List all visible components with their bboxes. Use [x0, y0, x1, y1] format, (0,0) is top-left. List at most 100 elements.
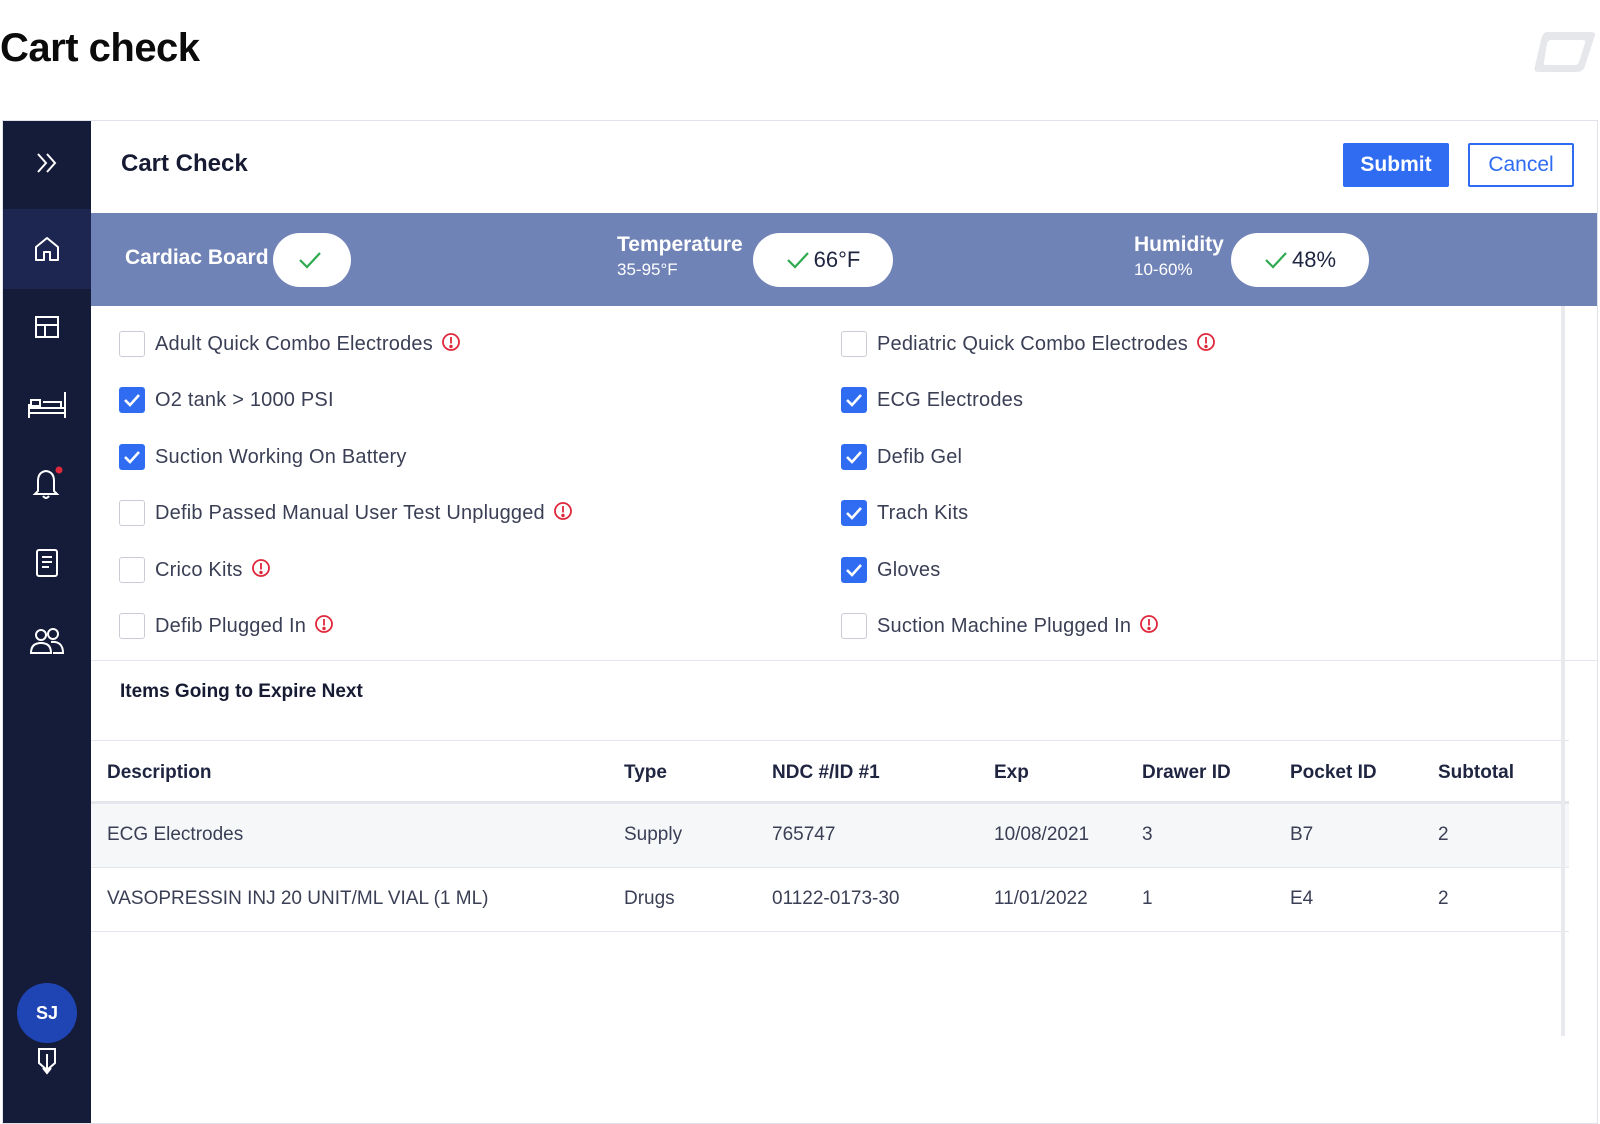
- sidebar-item-beds[interactable]: [3, 365, 91, 445]
- checklist-item[interactable]: Suction Working On Battery: [119, 442, 407, 472]
- checkbox[interactable]: [841, 444, 867, 470]
- table-cell: VASOPRESSIN INJ 20 UNIT/ML VIAL (1 ML): [107, 888, 489, 909]
- table-cell: Supply: [624, 824, 683, 845]
- expiring-items-title: Items Going to Expire Next: [120, 681, 363, 702]
- checklist-item[interactable]: Adult Quick Combo Electrodes: [119, 329, 461, 359]
- checkmark-icon: [846, 451, 862, 464]
- table-cell: 2: [1438, 888, 1449, 909]
- warning-icon: [1139, 614, 1159, 639]
- table-cell: ECG Electrodes: [107, 824, 244, 845]
- status-bar: Cardiac Board Temperature 35-95°F 66°F H…: [91, 213, 1597, 306]
- checkbox[interactable]: [119, 557, 145, 583]
- sidebar: SJ: [3, 121, 91, 1123]
- column-header[interactable]: Pocket ID: [1290, 762, 1377, 783]
- home-icon: [35, 237, 59, 261]
- bell-icon: [32, 466, 63, 499]
- checkbox[interactable]: [841, 387, 867, 413]
- page-title: Cart Check: [121, 150, 248, 177]
- checkbox[interactable]: [841, 331, 867, 357]
- scrollbar[interactable]: [1561, 306, 1565, 1036]
- sidebar-item-home[interactable]: [3, 209, 91, 289]
- checkbox[interactable]: [119, 444, 145, 470]
- checklist-item-label: Pediatric Quick Combo Electrodes: [877, 332, 1188, 355]
- checkbox[interactable]: [119, 500, 145, 526]
- sidebar-item-users[interactable]: [3, 601, 91, 681]
- column-header[interactable]: Exp: [994, 762, 1029, 783]
- humidity-status: 48%: [1231, 233, 1369, 287]
- checkbox[interactable]: [841, 557, 867, 583]
- checklist-item[interactable]: Pediatric Quick Combo Electrodes: [841, 329, 1216, 359]
- checklist-item-label: Defib Passed Manual User Test Unplugged: [155, 501, 545, 524]
- temperature-status: 66°F: [753, 233, 893, 287]
- table-cell: 1: [1142, 888, 1153, 909]
- app-window: SJ Cart Check Submit Cancel Cardiac Boar…: [2, 120, 1598, 1124]
- humidity-range: 10-60%: [1134, 260, 1193, 279]
- checkmark-icon: [846, 564, 862, 577]
- warning-icon: [1196, 332, 1216, 357]
- temperature-range: 35-95°F: [617, 260, 678, 279]
- table-cell: 01122-0173-30: [772, 888, 900, 909]
- column-header[interactable]: Drawer ID: [1142, 762, 1231, 783]
- checkmark-icon: [124, 451, 140, 464]
- table-cell: 2: [1438, 824, 1449, 845]
- checklist-item-label: Gloves: [877, 558, 941, 581]
- cardiac-board-status: [273, 233, 351, 287]
- checklist-item-label: Crico Kits: [155, 558, 243, 581]
- checkmark-icon: [124, 394, 140, 407]
- checklist-item[interactable]: Defib Passed Manual User Test Unplugged: [119, 498, 573, 528]
- checklist-item-label: ECG Electrodes: [877, 388, 1024, 411]
- checkbox[interactable]: [841, 500, 867, 526]
- bed-icon: [28, 392, 66, 418]
- checklist-item[interactable]: Suction Machine Plugged In: [841, 611, 1159, 641]
- checkbox[interactable]: [119, 613, 145, 639]
- checklist-item-label: Trach Kits: [877, 501, 969, 524]
- checklist-item[interactable]: Crico Kits: [119, 555, 271, 585]
- column-header[interactable]: NDC #/ID #1: [772, 762, 880, 783]
- sidebar-item-reports[interactable]: [3, 523, 91, 603]
- header-bar: Cart Check Submit Cancel: [91, 121, 1597, 213]
- warning-icon: [441, 332, 461, 357]
- table-cell: 10/08/2021: [994, 824, 1090, 845]
- checkbox[interactable]: [841, 613, 867, 639]
- warning-icon: [314, 614, 334, 639]
- logout-button[interactable]: [3, 1021, 91, 1101]
- table-row[interactable]: ECG Electrodes Supply 765747 10/08/2021 3 B7 2: [91, 804, 1569, 868]
- column-header[interactable]: Subtotal: [1438, 762, 1514, 783]
- checklist-item-label: Suction Working On Battery: [155, 445, 407, 468]
- submit-button[interactable]: Submit: [1343, 143, 1449, 187]
- checklist-item-label: Defib Plugged In: [155, 614, 307, 637]
- checkbox[interactable]: [119, 387, 145, 413]
- cancel-button[interactable]: Cancel: [1468, 143, 1574, 187]
- temperature-value: 66°F: [813, 247, 861, 272]
- checkmark-icon: [846, 394, 862, 407]
- page-heading: Cart check: [0, 26, 200, 70]
- main-content: Cart Check Submit Cancel Cardiac Board T…: [91, 121, 1597, 1123]
- column-header[interactable]: Description: [107, 762, 212, 783]
- checklist-item[interactable]: Gloves: [841, 555, 940, 585]
- document-icon: [36, 549, 58, 577]
- expand-sidebar-button[interactable]: [3, 123, 91, 203]
- humidity-value: 48%: [1291, 247, 1337, 272]
- check-icon: [1265, 252, 1287, 269]
- checklist-item-label: Defib Gel: [877, 445, 963, 468]
- check-icon: [299, 252, 321, 269]
- avatar[interactable]: SJ: [17, 983, 77, 1043]
- column-header[interactable]: Type: [624, 762, 667, 783]
- checklist-item-label: O2 tank > 1000 PSI: [155, 388, 334, 411]
- checklist-item[interactable]: Defib Plugged In: [119, 611, 334, 641]
- layout-icon: [35, 316, 59, 338]
- table-cell: 11/01/2022: [994, 888, 1088, 909]
- logout-icon: [38, 1048, 56, 1075]
- humidity-label: Humidity: [1134, 233, 1224, 256]
- sidebar-item-alerts[interactable]: [3, 443, 91, 523]
- warning-icon: [251, 558, 271, 583]
- checklist-item[interactable]: ECG Electrodes: [841, 385, 1023, 415]
- table-cell: 765747: [772, 824, 836, 845]
- table-row[interactable]: VASOPRESSIN INJ 20 UNIT/ML VIAL (1 ML) Dr…: [91, 868, 1569, 932]
- sidebar-item-dashboard[interactable]: [3, 287, 91, 367]
- checkbox[interactable]: [119, 331, 145, 357]
- checklist-item[interactable]: Trach Kits: [841, 498, 968, 528]
- checklist-item[interactable]: Defib Gel: [841, 442, 962, 472]
- checklist: Adult Quick Combo Electrodes O2 tank > 10…: [91, 306, 1597, 661]
- checklist-item[interactable]: O2 tank > 1000 PSI: [119, 385, 334, 415]
